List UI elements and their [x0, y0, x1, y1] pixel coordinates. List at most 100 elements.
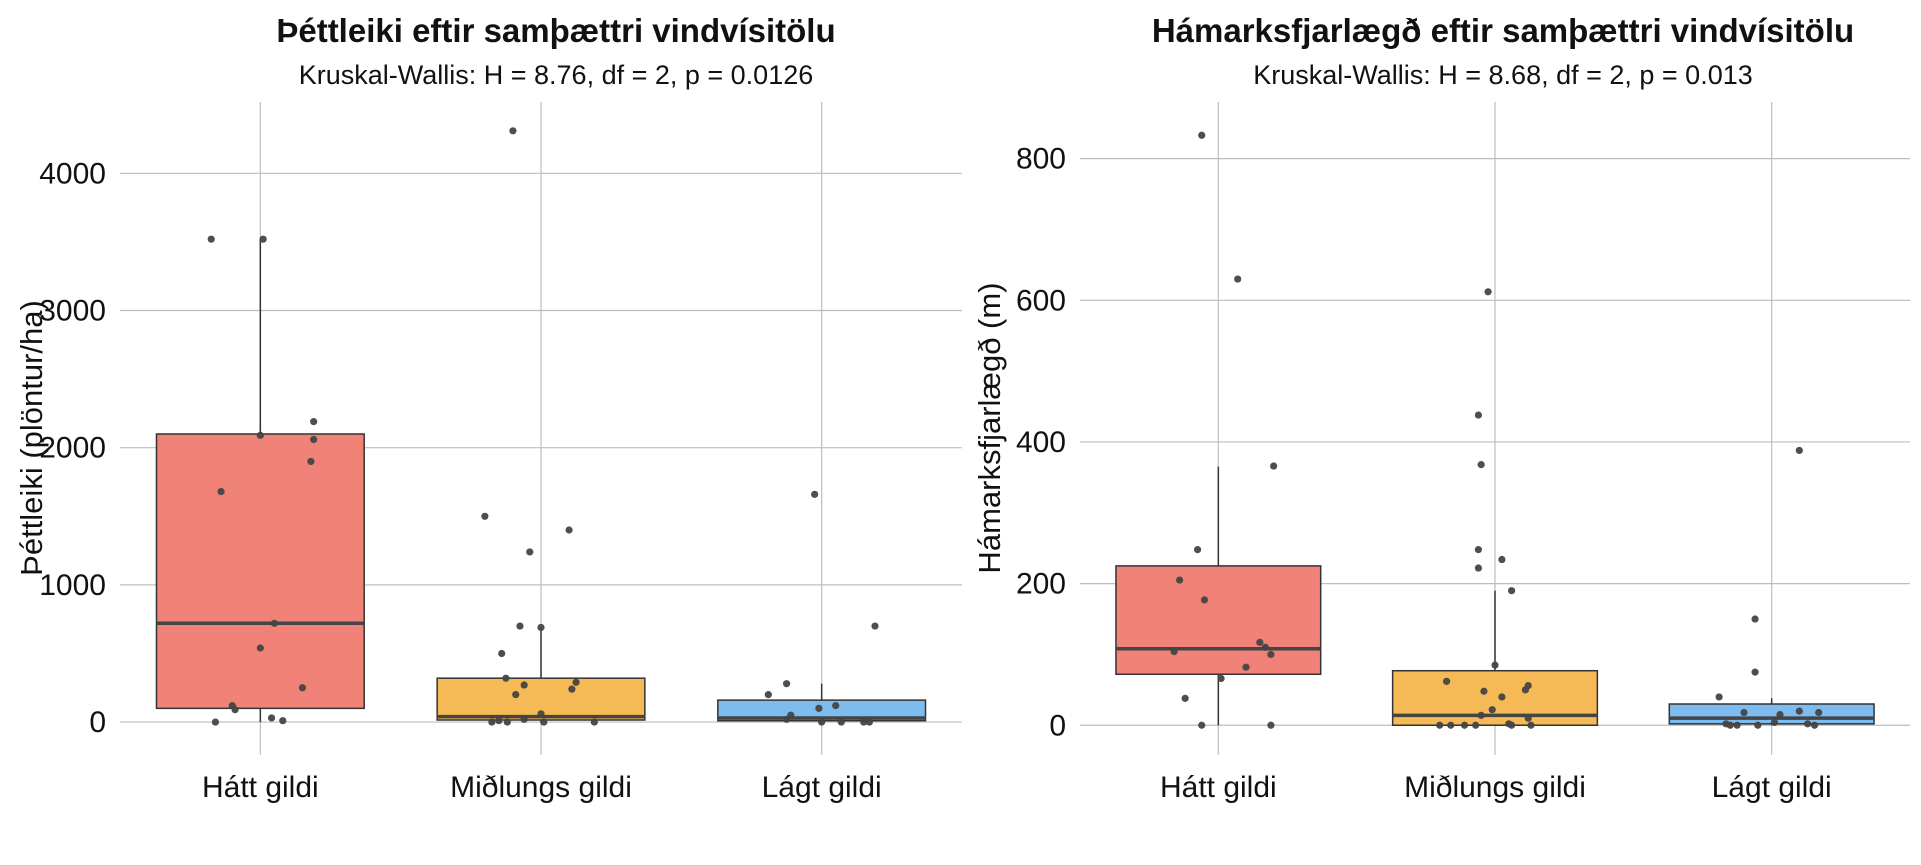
data-point [1498, 555, 1506, 564]
chart-title: Hámarksfjarlægð eftir samþættri vindvísi… [1152, 12, 1854, 49]
data-point [481, 512, 489, 520]
data-point [1795, 446, 1803, 455]
box-body [1115, 565, 1322, 676]
data-point [509, 127, 517, 135]
data-point [310, 435, 318, 444]
data-point [211, 718, 220, 726]
data-point [1498, 693, 1506, 701]
data-point [782, 715, 791, 723]
data-point [1477, 461, 1485, 469]
data-point [1267, 650, 1275, 659]
chart-panel-1: Þéttleiki eftir samþættri vindvísitölu Kr… [14, 12, 962, 804]
data-point [488, 718, 496, 726]
data-point [270, 619, 278, 627]
y-tick-label: 4000 [39, 157, 106, 190]
data-point [1754, 721, 1762, 729]
data-point [540, 718, 548, 726]
data-point [1527, 721, 1535, 729]
box-2 [436, 627, 646, 723]
x-tick-label: Hátt gildi [1160, 771, 1277, 804]
data-point [1181, 694, 1189, 702]
data-point [1242, 663, 1250, 671]
data-point [1261, 643, 1269, 651]
data-point [568, 685, 576, 693]
data-point [1524, 714, 1532, 722]
y-tick-label: 400 [1016, 426, 1066, 459]
box-1 [155, 239, 365, 723]
box-1 [1115, 466, 1322, 726]
y-tick-label: 3000 [39, 295, 106, 328]
chart-panel-2: Hámarksfjarlægð eftir samþættri vindvísi… [972, 12, 1910, 804]
data-point [231, 706, 239, 714]
data-point [1170, 647, 1178, 656]
data-point [217, 488, 225, 496]
data-point [259, 235, 267, 243]
data-point [279, 717, 287, 725]
data-point [1436, 721, 1444, 729]
y-tick-label: 0 [1049, 709, 1066, 742]
data-point [1480, 687, 1488, 695]
y-tick-label: 0 [89, 706, 106, 739]
data-point [516, 622, 524, 630]
data-point [537, 623, 545, 632]
data-point [1726, 721, 1734, 729]
data-point [1491, 661, 1499, 669]
data-point [1217, 674, 1225, 683]
data-point [502, 674, 510, 682]
x-tick-label: Hátt gildi [202, 771, 319, 804]
chart-title: Þéttleiki eftir samþættri vindvísitölu [276, 12, 835, 49]
data-point [1270, 462, 1278, 470]
data-point [1198, 131, 1206, 139]
y-tick-label: 800 [1016, 143, 1066, 176]
data-point [782, 680, 791, 688]
data-point [1488, 706, 1496, 714]
x-tick-label: Miðlungs gildi [450, 771, 632, 804]
data-point [1200, 596, 1209, 604]
data-point [1442, 677, 1451, 685]
box-body [155, 433, 365, 710]
data-point [526, 548, 534, 556]
x-tick-label: Miðlungs gildi [1404, 771, 1586, 804]
data-point [256, 431, 264, 439]
data-point [1460, 721, 1469, 729]
data-point [307, 457, 315, 466]
data-point [256, 644, 264, 652]
data-point [1770, 718, 1779, 727]
data-point [1733, 721, 1741, 729]
data-point [1795, 707, 1803, 715]
data-point [1256, 638, 1264, 646]
data-point [837, 718, 845, 726]
box-3 [717, 683, 927, 723]
data-point [1804, 720, 1812, 728]
data-points [1170, 131, 1823, 729]
data-point [1521, 686, 1530, 694]
data-point [1472, 721, 1480, 729]
data-point [1484, 288, 1492, 296]
x-tick-label: Lágt gildi [762, 771, 882, 804]
data-point [1234, 275, 1242, 283]
data-point [520, 715, 528, 723]
data-point [1474, 411, 1482, 419]
y-tick-label: 2000 [39, 432, 106, 465]
data-point [267, 714, 276, 722]
data-point [298, 684, 307, 692]
box-3 [1668, 698, 1875, 726]
data-point [1477, 711, 1485, 719]
data-point [811, 490, 819, 498]
chart-subtitle: Kruskal-Wallis: H = 8.68, df = 2, p = 0.… [1253, 60, 1753, 90]
data-point [1447, 721, 1455, 729]
y-tick-label: 600 [1016, 284, 1066, 317]
data-point [498, 649, 506, 658]
data-point [871, 622, 879, 630]
y-axis-label: Þéttleiki (plöntur/ha) [14, 300, 49, 576]
data-point [495, 717, 503, 725]
data-point [1776, 711, 1784, 719]
y-tick-label: 1000 [39, 569, 106, 602]
data-point [310, 418, 318, 426]
data-point [512, 691, 520, 699]
data-point [1508, 587, 1516, 595]
data-point [1193, 546, 1202, 554]
data-point [503, 718, 511, 726]
